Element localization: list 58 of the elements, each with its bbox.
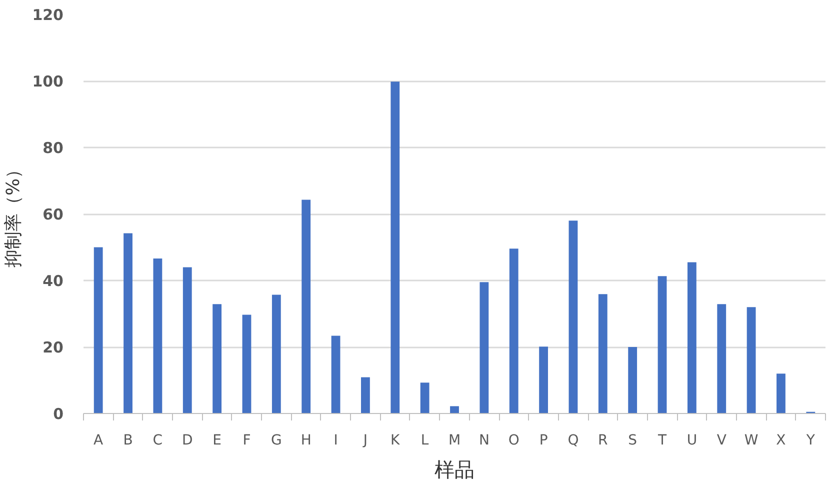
bar xyxy=(568,220,578,414)
y-tick-label: 20 xyxy=(42,338,64,356)
bar xyxy=(331,336,340,414)
x-tick-label: B xyxy=(123,432,133,448)
bar xyxy=(509,248,518,414)
x-tick-label: T xyxy=(656,432,667,448)
bar xyxy=(272,294,281,414)
bar xyxy=(717,304,726,414)
y-tick-label: 80 xyxy=(42,139,64,157)
bar xyxy=(746,307,756,414)
bar xyxy=(539,346,548,414)
x-tick-label: R xyxy=(598,432,608,448)
bar xyxy=(361,377,370,414)
x-tick-label: V xyxy=(716,432,727,448)
x-tick-label: J xyxy=(362,432,368,448)
x-tick-label: E xyxy=(212,432,222,448)
bar xyxy=(182,267,192,414)
bar xyxy=(480,282,489,414)
y-tick-label: 0 xyxy=(53,405,64,423)
x-tick-label: A xyxy=(94,432,104,448)
y-axis-title: 抑制率（%） xyxy=(3,160,24,268)
y-tick-label: 120 xyxy=(32,6,64,24)
x-tick-label: S xyxy=(628,432,638,448)
x-axis-title: 样品 xyxy=(434,458,474,482)
bar xyxy=(628,347,638,414)
y-tick-label: 40 xyxy=(42,272,64,290)
x-tick-label: Q xyxy=(568,432,579,448)
x-tick-label: C xyxy=(152,432,163,448)
x-tick-label: W xyxy=(744,432,758,448)
x-tick-label: G xyxy=(270,432,282,448)
bar xyxy=(658,276,667,414)
bar xyxy=(302,200,311,414)
x-tick-label: P xyxy=(539,432,548,448)
y-tick-label: 100 xyxy=(32,72,64,90)
x-tick-label: F xyxy=(242,432,251,448)
bar xyxy=(776,374,786,414)
bar xyxy=(153,258,162,414)
bar xyxy=(94,247,103,414)
bar xyxy=(390,82,400,414)
x-tick-label: U xyxy=(686,432,698,448)
x-tick-label: L xyxy=(420,432,429,448)
bar xyxy=(124,233,132,414)
bar xyxy=(598,294,608,414)
x-tick-label: Y xyxy=(805,432,816,448)
bar xyxy=(242,314,252,414)
x-tick-label: M xyxy=(448,432,461,448)
bar xyxy=(450,406,459,414)
x-tick-label: N xyxy=(478,432,490,448)
y-tick-label: 60 xyxy=(42,206,64,224)
x-tick-label: O xyxy=(508,432,520,448)
bar xyxy=(420,382,430,414)
x-tick-label: K xyxy=(390,432,401,448)
x-tick-label: D xyxy=(182,432,193,448)
bar xyxy=(212,304,222,414)
x-tick-label: H xyxy=(300,432,312,448)
bar xyxy=(687,262,696,414)
x-tick-label: X xyxy=(776,432,786,448)
x-tick-label: I xyxy=(334,432,338,448)
